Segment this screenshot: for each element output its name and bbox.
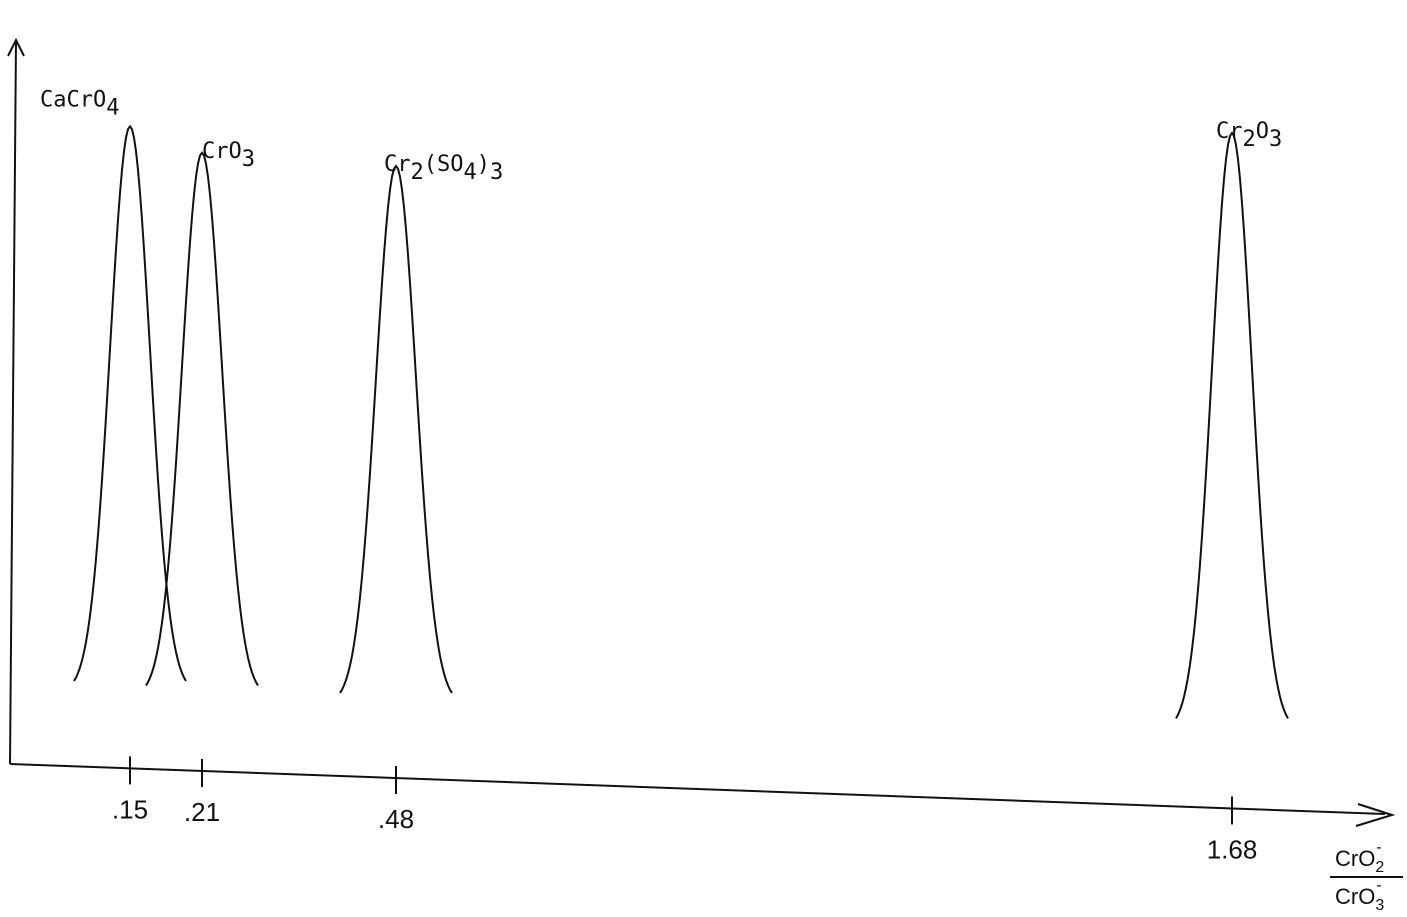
x-tick-label-0: .15 xyxy=(112,794,148,824)
axes xyxy=(7,37,1396,827)
x-axis-label-numerator: CrO2- xyxy=(1335,839,1384,876)
peak-label-1: CrO3 xyxy=(202,139,255,172)
x-tick-label-3: 1.68 xyxy=(1207,834,1258,864)
peak-label-0: CaCrO4 xyxy=(40,87,119,120)
peak-curve-2 xyxy=(339,164,453,694)
x-ticks: .15 .21 .48 1.68 xyxy=(112,756,1257,864)
x-axis xyxy=(9,763,1386,815)
peak-label-3: Cr2O3 xyxy=(1216,119,1282,152)
peak-curve-3 xyxy=(1175,131,1289,719)
x-axis-label-denominator: CrO3- xyxy=(1335,877,1384,914)
x-tick-label-1: .21 xyxy=(184,797,220,827)
x-tick-label-2: .48 xyxy=(378,804,414,834)
peak-curve-0 xyxy=(73,124,187,682)
peak-labels: CaCrO4 CrO3 Cr2(SO4)3 Cr2O3 xyxy=(40,87,1282,185)
y-axis xyxy=(9,39,17,765)
x-axis-label: CrO2- CrO3- xyxy=(1330,839,1403,914)
peaks xyxy=(73,124,1289,719)
peak-label-2: Cr2(SO4)3 xyxy=(384,152,503,185)
peak-curve-1 xyxy=(145,151,259,687)
y-axis-arrow xyxy=(7,37,25,57)
x-axis-arrow xyxy=(1355,803,1396,827)
